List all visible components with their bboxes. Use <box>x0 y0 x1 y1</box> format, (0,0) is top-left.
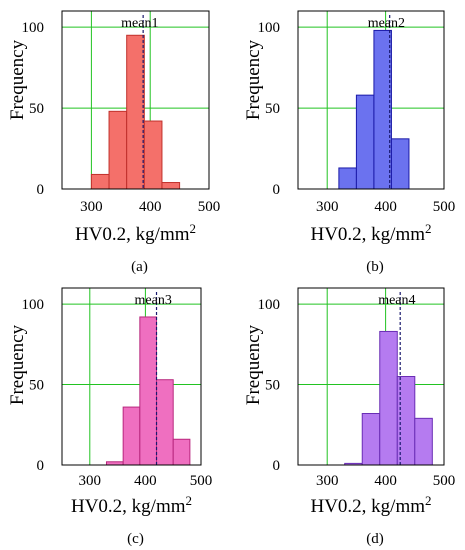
plot-frame <box>61 10 210 190</box>
y-axis-label: Frequency <box>7 324 28 405</box>
histogram-bar <box>390 138 410 190</box>
y-axis-label: Frequency <box>7 39 28 120</box>
histogram-bar <box>361 413 381 466</box>
histogram-bar <box>161 182 181 190</box>
y-axis-label: Frequency <box>243 39 264 120</box>
histogram-bar <box>90 173 110 190</box>
x-tick-label: 300 <box>80 199 103 215</box>
y-tick-label: 0 <box>37 458 45 474</box>
y-tick-label: 50 <box>29 378 44 394</box>
histogram-bar <box>143 120 163 190</box>
x-tick-label: 500 <box>433 199 456 215</box>
x-tick-label: 300 <box>316 473 339 489</box>
mean-label: mean2 <box>368 16 405 31</box>
y-tick-label: 50 <box>265 378 280 394</box>
x-tick-label: 400 <box>139 199 162 215</box>
x-tick-label: 500 <box>190 473 213 489</box>
histogram-bar <box>172 438 191 466</box>
plot-frame <box>297 10 445 190</box>
histogram-bar <box>139 316 158 466</box>
y-axis-label: Frequency <box>243 324 264 405</box>
histogram-bar <box>156 379 174 466</box>
mean-label: mean4 <box>378 293 415 308</box>
histogram-bar <box>373 29 392 190</box>
y-tick-label: 0 <box>273 182 281 198</box>
y-tick-label: 100 <box>22 297 45 313</box>
x-tick-label: 400 <box>374 199 397 215</box>
x-tick-label: 400 <box>134 473 157 489</box>
x-axis-label: HV0.2, kg/mm2 <box>310 221 431 245</box>
y-tick-label: 50 <box>265 101 280 117</box>
x-tick-label: 300 <box>79 473 102 489</box>
x-axis-label: HV0.2, kg/mm2 <box>71 493 192 517</box>
histogram-bar <box>126 34 145 190</box>
mean-label: mean3 <box>135 293 172 308</box>
plot-frame <box>297 287 445 466</box>
x-axis-label: HV0.2, kg/mm2 <box>310 493 431 517</box>
y-tick-label: 100 <box>22 20 45 36</box>
y-tick-label: 100 <box>258 20 281 36</box>
mean-label: mean1 <box>121 16 158 31</box>
y-tick-label: 0 <box>273 458 281 474</box>
panel-label: (d) <box>366 531 384 547</box>
histogram-bar <box>379 330 398 466</box>
panel-label: (b) <box>366 259 384 275</box>
y-tick-label: 100 <box>258 297 281 313</box>
y-tick-label: 50 <box>29 101 44 117</box>
histogram-bar <box>108 110 128 190</box>
histogram-panel-3: mean3 0 50 100 300 400 500 HV0.2, kg/mm2 Frequen… <box>7 287 213 547</box>
histogram-bar <box>355 94 375 190</box>
y-tick-label: 0 <box>37 182 45 198</box>
histogram-bar <box>414 417 433 466</box>
plot-frame <box>61 287 202 466</box>
x-axis-label: HV0.2, kg/mm2 <box>75 221 196 245</box>
x-tick-label: 500 <box>433 473 456 489</box>
histogram-bar <box>338 167 357 190</box>
x-tick-label: 300 <box>316 199 339 215</box>
histogram-bar <box>122 406 141 466</box>
x-tick-label: 500 <box>198 199 221 215</box>
panel-label: (c) <box>127 531 144 547</box>
x-tick-label: 400 <box>374 473 397 489</box>
panel-label: (a) <box>131 259 148 275</box>
